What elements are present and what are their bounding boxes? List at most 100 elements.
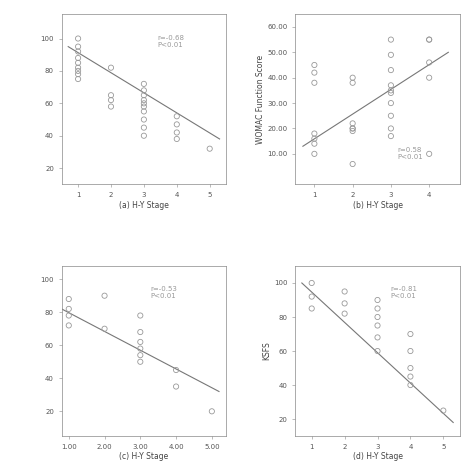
Point [310, 69, 318, 76]
Point [308, 305, 316, 312]
Point [173, 120, 181, 128]
Text: r=0.58
P<0.01: r=0.58 P<0.01 [397, 147, 423, 160]
Point [310, 150, 318, 158]
Y-axis label: KSFS: KSFS [262, 342, 271, 360]
Point [387, 132, 395, 140]
Point [137, 345, 144, 352]
Point [425, 74, 433, 82]
Point [374, 313, 381, 321]
Point [374, 322, 381, 329]
Point [172, 366, 180, 374]
Point [387, 125, 395, 132]
Point [101, 292, 109, 300]
Point [407, 381, 414, 389]
X-axis label: (c) H-Y Stage: (c) H-Y Stage [119, 453, 169, 462]
Point [107, 103, 115, 110]
Point [74, 59, 82, 67]
Point [140, 80, 148, 88]
Point [425, 36, 433, 44]
Point [425, 36, 433, 44]
X-axis label: (d) H-Y Stage: (d) H-Y Stage [353, 453, 402, 462]
Point [140, 91, 148, 99]
Text: r=-0.81
P<0.01: r=-0.81 P<0.01 [391, 286, 418, 300]
Point [439, 407, 447, 414]
Point [65, 312, 73, 319]
Point [65, 295, 73, 303]
Point [137, 358, 144, 365]
Point [140, 108, 148, 115]
Point [137, 312, 144, 319]
Point [65, 305, 73, 313]
Point [101, 325, 109, 333]
Point [74, 48, 82, 55]
Point [74, 75, 82, 83]
Point [425, 59, 433, 66]
Point [349, 160, 356, 168]
Point [140, 132, 148, 139]
Point [407, 330, 414, 338]
Point [349, 125, 356, 132]
Point [137, 338, 144, 346]
Point [407, 364, 414, 372]
Point [107, 91, 115, 99]
Point [341, 300, 348, 307]
Point [74, 54, 82, 62]
Point [341, 288, 348, 295]
Point [140, 103, 148, 110]
Point [140, 116, 148, 123]
X-axis label: (a) H-Y Stage: (a) H-Y Stage [119, 201, 169, 210]
Point [349, 127, 356, 135]
Point [65, 322, 73, 329]
Point [310, 135, 318, 142]
Point [173, 129, 181, 137]
Point [407, 373, 414, 380]
Point [74, 70, 82, 78]
Point [140, 96, 148, 104]
Point [310, 79, 318, 87]
Point [308, 293, 316, 301]
Point [310, 140, 318, 147]
Point [137, 351, 144, 359]
Point [425, 150, 433, 158]
Point [349, 79, 356, 87]
Point [407, 347, 414, 355]
Text: r=-0.68
P<0.01: r=-0.68 P<0.01 [157, 35, 184, 47]
Point [74, 35, 82, 42]
Point [387, 51, 395, 59]
Point [308, 279, 316, 287]
Point [387, 112, 395, 119]
Point [310, 61, 318, 69]
Point [74, 64, 82, 72]
Point [172, 383, 180, 390]
Point [173, 112, 181, 120]
Point [140, 124, 148, 131]
Text: r=-0.53
P<0.01: r=-0.53 P<0.01 [150, 286, 177, 300]
Point [349, 125, 356, 132]
Point [173, 135, 181, 143]
Point [74, 43, 82, 50]
X-axis label: (b) H-Y Stage: (b) H-Y Stage [353, 201, 402, 210]
Point [140, 87, 148, 94]
Point [107, 96, 115, 104]
Point [387, 89, 395, 97]
Point [206, 145, 213, 153]
Y-axis label: WOMAC Function Score: WOMAC Function Score [255, 55, 264, 144]
Point [387, 66, 395, 74]
Point [74, 67, 82, 75]
Point [387, 99, 395, 107]
Point [208, 408, 216, 415]
Point [341, 310, 348, 318]
Point [374, 305, 381, 312]
Point [374, 347, 381, 355]
Point [387, 36, 395, 44]
Point [387, 82, 395, 89]
Point [349, 74, 356, 82]
Point [387, 87, 395, 94]
Point [140, 100, 148, 107]
Point [107, 64, 115, 72]
Point [349, 119, 356, 127]
Point [374, 334, 381, 341]
Point [374, 296, 381, 304]
Point [137, 328, 144, 336]
Point [310, 130, 318, 137]
